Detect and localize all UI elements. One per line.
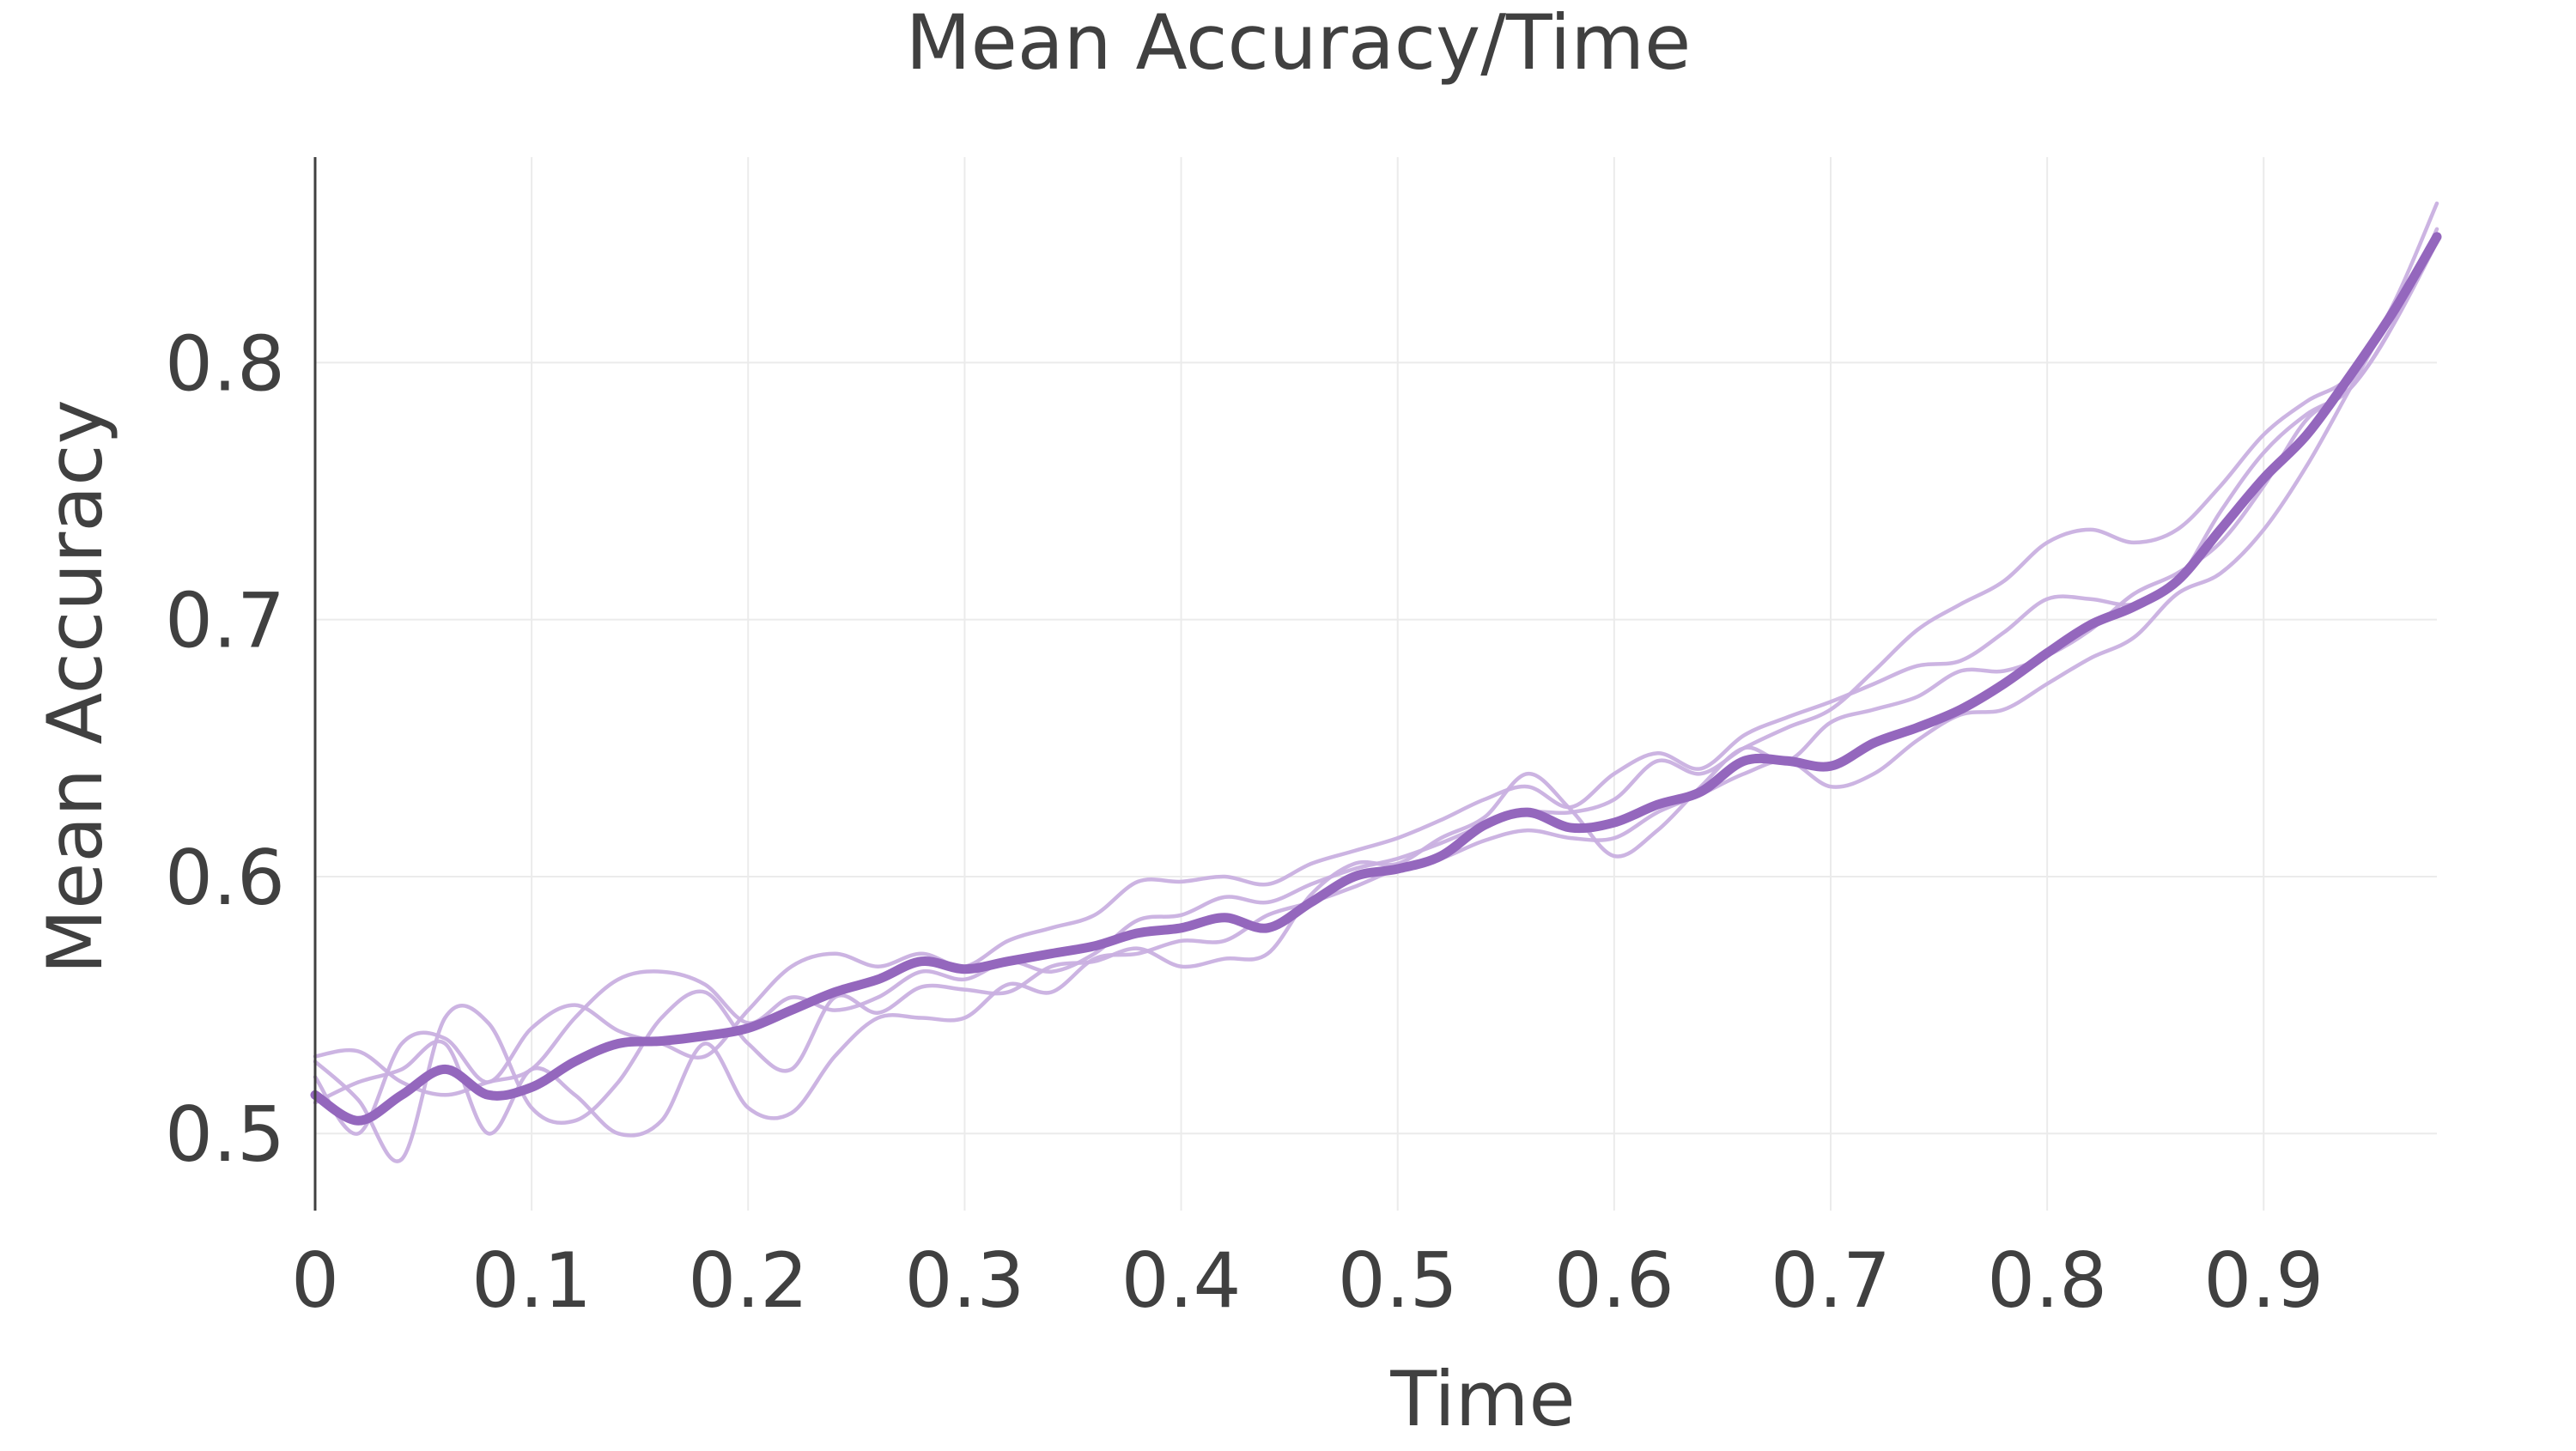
x-axis-label: Time — [1389, 1355, 1575, 1443]
x-tick-label: 0.3 — [904, 1236, 1024, 1325]
chart-title: Mean Accuracy/Time — [906, 0, 1692, 87]
x-tick-label: 0 — [291, 1236, 339, 1325]
series-lines — [310, 201, 2442, 1163]
x-tick-label: 0.1 — [471, 1236, 592, 1325]
y-tick-label: 0.5 — [165, 1090, 285, 1179]
x-tick-label: 0.4 — [1121, 1236, 1242, 1325]
x-tick-label: 0.5 — [1338, 1236, 1458, 1325]
mean-series-line — [310, 232, 2442, 1126]
x-tick-label: 0.7 — [1771, 1236, 1891, 1325]
x-tick-label: 0.2 — [688, 1236, 808, 1325]
y-tick-label: 0.7 — [165, 577, 285, 665]
x-tick-label: 0.6 — [1554, 1236, 1674, 1325]
tick-labels: 0 0.1 0.2 0.3 0.4 0.5 0.6 0.7 0.8 0.9 0.5 0.6 0.7 0.8 — [165, 319, 2324, 1325]
run-series-line-4 — [313, 237, 2439, 1138]
run-series-line-1 — [313, 201, 2439, 1097]
y-tick-label: 0.6 — [165, 834, 285, 922]
x-tick-label: 0.9 — [2203, 1236, 2324, 1325]
y-axis-label: Mean Accuracy — [31, 399, 119, 974]
y-tick-label: 0.8 — [165, 319, 285, 408]
x-tick-label: 0.8 — [1987, 1236, 2107, 1325]
grid-lines — [315, 157, 2437, 1211]
